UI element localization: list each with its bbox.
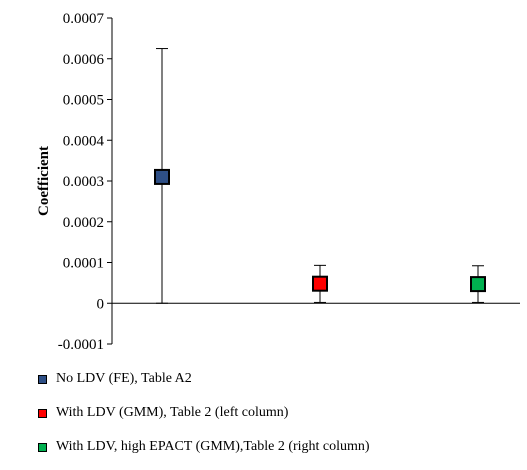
y-tick-label: 0.0004 (63, 133, 105, 149)
chart-markers (154, 48, 486, 304)
legend-item: No LDV (FE), Table A2 (38, 368, 370, 390)
data-point (470, 265, 486, 303)
y-tick-label: 0.0007 (63, 11, 105, 27)
data-point (154, 48, 170, 304)
y-tick-label: 0.0003 (63, 174, 104, 190)
legend-label: With LDV, high EPACT (GMM),Table 2 (righ… (56, 439, 370, 454)
y-tick-label: 0.0005 (63, 93, 104, 109)
y-tick-label: 0 (97, 296, 105, 312)
legend-label: No LDV (FE), Table A2 (56, 371, 192, 386)
legend-label: With LDV (GMM), Table 2 (left column) (56, 405, 289, 420)
y-axis-ticks: -0.0001 0 0.0001 0.0002 0.0003 0.0004 0.0005 0.… (58, 11, 112, 353)
y-tick-label: 0.0001 (63, 256, 104, 272)
legend-item: With LDV (GMM), Table 2 (left column) (38, 402, 370, 424)
y-axis-title: Coefficient (36, 146, 52, 216)
y-tick-label: 0.0002 (63, 215, 104, 231)
legend-swatch (38, 374, 47, 384)
point-marker (312, 275, 328, 292)
legend: No LDV (FE), Table A2 With LDV (GMM), Ta… (38, 368, 370, 470)
point-marker (154, 168, 170, 185)
legend-swatch (38, 442, 47, 452)
chart-plot: -0.0001 0 0.0001 0.0002 0.0003 0.0004 0.0005 0.… (36, 11, 520, 353)
point-marker (470, 276, 486, 293)
y-tick-label: -0.0001 (58, 337, 104, 353)
legend-swatch (38, 408, 47, 418)
y-tick-label: 0.0006 (63, 52, 105, 68)
legend-item: With LDV, high EPACT (GMM),Table 2 (righ… (38, 436, 370, 458)
data-point (312, 264, 328, 303)
